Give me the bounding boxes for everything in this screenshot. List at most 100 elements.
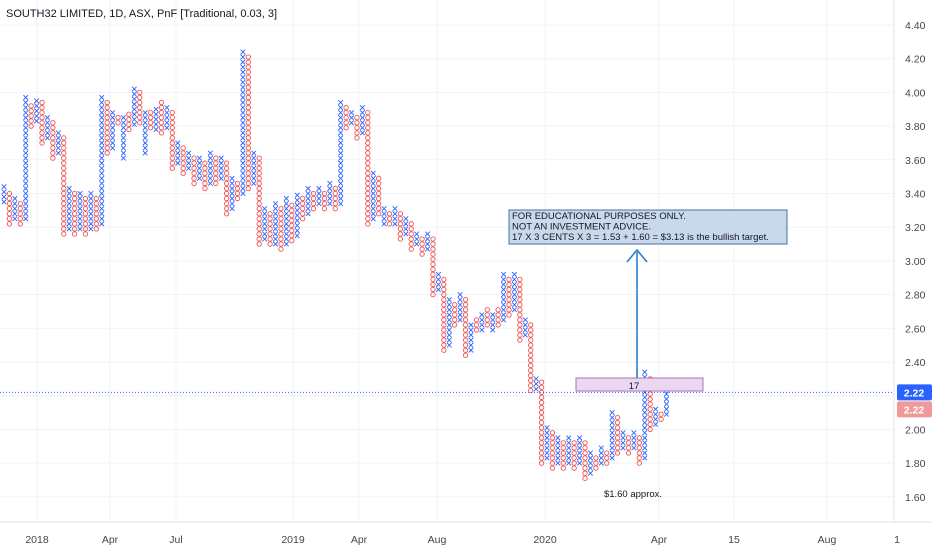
x-box	[131, 121, 137, 128]
o-box	[137, 104, 143, 111]
x-box	[370, 190, 376, 197]
x-box	[555, 435, 561, 441]
x-box	[327, 180, 333, 187]
x-box	[631, 440, 637, 446]
x-box	[566, 445, 572, 451]
x-box	[609, 445, 615, 451]
x-column	[175, 140, 181, 166]
x-box	[196, 170, 203, 176]
x-box	[283, 195, 289, 202]
x-box	[218, 170, 224, 176]
x-box	[620, 445, 626, 451]
o-box	[528, 367, 534, 374]
x-box	[66, 226, 72, 232]
o-box	[441, 286, 447, 293]
x-box	[500, 271, 507, 277]
o-box	[462, 327, 469, 333]
o-box	[593, 455, 599, 461]
x-box	[338, 99, 344, 106]
o-box	[191, 170, 197, 176]
o-box	[104, 104, 110, 111]
x-box	[500, 297, 507, 303]
x-box	[544, 455, 550, 461]
o-box	[397, 216, 404, 222]
x-box	[88, 226, 94, 232]
o-box	[517, 297, 523, 303]
o-box	[137, 89, 143, 96]
x-box	[338, 200, 344, 207]
o-box	[61, 211, 67, 217]
o-column	[28, 103, 34, 129]
x-box	[479, 322, 485, 328]
o-box	[289, 202, 295, 208]
x-box	[457, 302, 463, 308]
previous-close-tag[interactable]	[897, 401, 932, 418]
o-box	[462, 337, 469, 343]
note-box	[508, 209, 788, 245]
x-box	[109, 145, 116, 151]
o-box	[462, 302, 469, 308]
x-box	[33, 103, 40, 109]
o-box	[517, 312, 523, 318]
x-box	[109, 125, 116, 131]
o-box	[180, 170, 186, 176]
o-box	[245, 109, 252, 116]
x-box	[555, 460, 561, 466]
o-box	[408, 236, 414, 242]
x-box	[338, 120, 344, 126]
o-box	[158, 115, 165, 121]
x-box	[294, 192, 300, 198]
o-box	[397, 221, 404, 227]
x-box	[153, 106, 159, 112]
o-box	[310, 190, 317, 197]
o-box	[625, 440, 632, 446]
o-box	[278, 206, 284, 212]
o-box	[495, 312, 501, 318]
x-column	[33, 98, 40, 124]
x-box	[33, 113, 40, 119]
o-box	[245, 104, 252, 111]
last-price-tag[interactable]	[897, 384, 932, 401]
x-box	[642, 420, 648, 426]
o-box	[538, 450, 545, 456]
x-box	[99, 110, 105, 116]
x-column	[522, 317, 528, 338]
x-column	[338, 99, 344, 207]
y-tick-label: 2.00	[905, 424, 926, 436]
x-box	[305, 206, 311, 212]
x-box	[23, 94, 29, 101]
o-box	[506, 286, 512, 293]
x-column	[218, 155, 224, 181]
x-box	[88, 206, 94, 212]
o-box	[6, 221, 13, 227]
o-box	[256, 165, 262, 171]
x-box	[566, 460, 572, 466]
x-box	[142, 120, 148, 126]
x-box	[446, 302, 452, 308]
x-box	[631, 430, 637, 436]
x-box	[44, 125, 51, 131]
o-box	[61, 195, 67, 202]
x-box	[500, 286, 507, 293]
x-box	[262, 236, 268, 242]
x-box	[294, 197, 300, 203]
o-box	[376, 175, 382, 181]
x-box	[294, 207, 300, 213]
x-box	[218, 155, 224, 161]
o-box	[169, 160, 175, 166]
price-axis[interactable]: 4.40 4.20 4.00 3.80 3.60 3.40 3.20 3.00 2.80 2.60…	[897, 20, 932, 504]
o-box	[528, 387, 534, 394]
o-box	[506, 302, 512, 308]
x-box	[272, 200, 279, 207]
gridlines	[0, 0, 894, 522]
x-box	[196, 165, 203, 171]
x-box	[120, 120, 127, 126]
x-column	[207, 150, 213, 187]
x-box	[316, 200, 322, 207]
x-box	[99, 130, 105, 136]
x-box	[338, 155, 344, 161]
o-box	[441, 307, 447, 313]
time-axis[interactable]: 2018 Apr Jul 2019 Apr Aug 2020 Apr 15 Aug 1	[25, 534, 900, 546]
o-box	[484, 322, 490, 328]
o-box	[39, 99, 45, 106]
